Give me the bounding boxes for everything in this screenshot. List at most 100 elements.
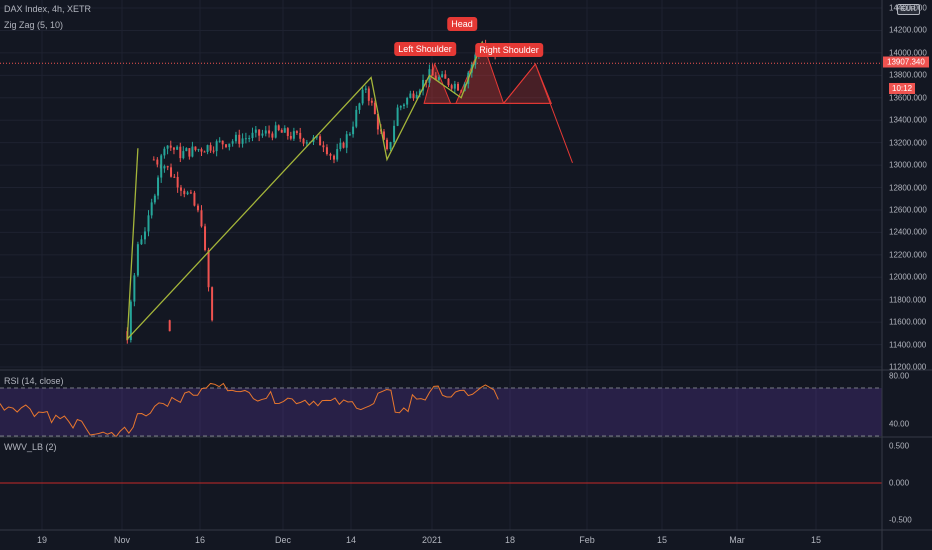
candle-body — [173, 176, 176, 178]
candle-body — [444, 74, 447, 79]
candle-body — [325, 147, 328, 155]
price-tick-label: 11200.000 — [889, 362, 927, 372]
candle-body — [157, 177, 160, 196]
candle-body — [204, 226, 207, 251]
wwv-legend[interactable]: WWV_LB (2) — [4, 442, 57, 452]
candle-body — [133, 275, 136, 302]
zigzag-polyline — [126, 41, 484, 341]
wwv-tick-label: -0.500 — [889, 515, 912, 525]
candle-body — [186, 192, 189, 195]
candle-body — [163, 148, 166, 156]
candle-body — [399, 106, 402, 108]
candle-body — [292, 131, 295, 139]
right-shoulder-shape — [502, 63, 553, 104]
candle-body — [277, 125, 280, 131]
candle-body — [179, 187, 182, 191]
rsi-legend[interactable]: RSI (14, close) — [4, 376, 64, 386]
candle-body — [274, 125, 277, 138]
zigzag-line — [126, 41, 484, 341]
candle-body — [339, 142, 342, 150]
candle-body — [329, 154, 332, 156]
left-shoulder-label: Left Shoulder — [394, 42, 456, 56]
candle-body — [342, 142, 345, 148]
candle-body — [370, 100, 373, 103]
rsi-band-fill — [0, 388, 882, 436]
price-tick-label: 11400.000 — [889, 340, 927, 350]
candle-body — [315, 136, 318, 138]
candle-body — [156, 159, 159, 165]
candle-body — [200, 149, 203, 152]
candle-body — [305, 142, 308, 144]
candle-body — [150, 202, 153, 216]
candle-body — [147, 215, 150, 232]
rsi-line — [0, 382, 499, 438]
candle-body — [382, 131, 385, 140]
rsi-polyline — [0, 382, 499, 438]
candle-body — [248, 138, 251, 140]
price-tick-label: 14400.000 — [889, 3, 927, 13]
price-tick-label: 12800.000 — [889, 183, 927, 192]
candle-body — [207, 250, 210, 288]
candle-body — [437, 77, 440, 80]
candle-body — [254, 129, 257, 133]
candle-body — [302, 138, 305, 144]
candle-body — [431, 69, 434, 76]
rsi-band — [0, 387, 882, 437]
candle-body — [355, 109, 358, 127]
candle-body — [402, 104, 405, 107]
candle-body — [376, 114, 379, 130]
candle-body — [264, 130, 267, 134]
head-label: Head — [447, 17, 477, 31]
grid-lines — [0, 0, 882, 530]
candle-body — [412, 93, 415, 99]
time-tick-label: 15 — [656, 535, 668, 545]
candle-body — [218, 140, 221, 142]
candle-body — [333, 155, 335, 160]
candle-body — [153, 195, 156, 203]
candle-body — [179, 146, 182, 159]
candle-body — [170, 167, 173, 177]
candle-body — [295, 131, 298, 133]
price-tick-label: 11800.000 — [889, 295, 927, 305]
left-shoulder-shape — [423, 62, 452, 104]
candle-body — [203, 151, 206, 153]
currency-badge[interactable]: EUR — [897, 4, 920, 15]
candle-body — [185, 148, 188, 152]
candle-body — [447, 78, 450, 86]
candle-body — [196, 205, 199, 211]
price-tick-label: 14000.000 — [889, 48, 927, 58]
wwv-tick-label: 0.000 — [889, 478, 910, 488]
candle-body — [358, 103, 361, 110]
candle-body — [422, 79, 425, 91]
candle-body — [136, 244, 139, 276]
candle-body — [209, 145, 212, 151]
candle-body — [364, 88, 367, 90]
candle-body — [386, 139, 388, 150]
candle-body — [168, 320, 171, 332]
candle-body — [271, 133, 274, 138]
candle-body — [418, 90, 421, 95]
candle-body — [393, 125, 396, 143]
zigzag-legend[interactable]: Zig Zag (5, 10) — [4, 20, 64, 30]
candle-body — [268, 130, 271, 134]
candle-body — [460, 90, 463, 92]
price-tick-label: 13600.000 — [889, 93, 927, 103]
time-tick-label: Dec — [274, 535, 292, 545]
wwv-tick-label: 0.500 — [889, 441, 910, 451]
candle-body — [129, 301, 132, 341]
candle-body — [336, 149, 339, 160]
candle-body — [415, 94, 418, 99]
candle-body — [406, 98, 409, 105]
candle-body — [352, 126, 355, 135]
candle-body — [194, 146, 197, 150]
candle-body — [396, 107, 399, 126]
price-tick-label: 14200.000 — [889, 25, 927, 35]
candle-body — [166, 166, 169, 168]
candle-body — [191, 146, 194, 157]
price-tick-label: 13400.000 — [889, 115, 927, 125]
candle-body — [228, 143, 231, 148]
candle-body — [212, 150, 215, 152]
candle-body — [280, 130, 283, 133]
candle-body — [299, 132, 302, 139]
